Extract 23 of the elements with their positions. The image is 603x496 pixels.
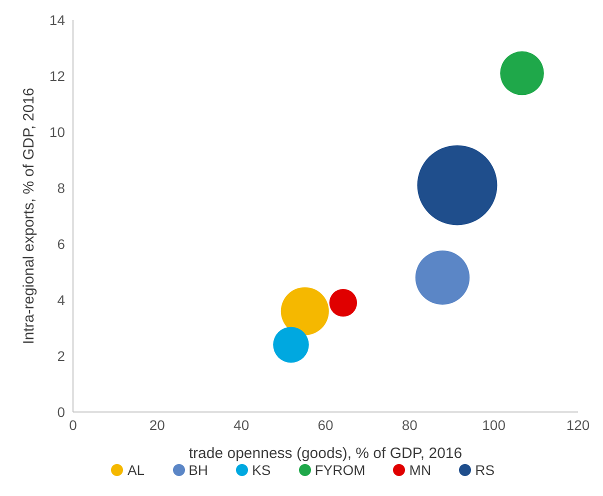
legend-label: BH <box>188 462 208 478</box>
y-tick-label: 6 <box>57 236 66 252</box>
y-axis-title: Intra-regional exports, % of GDP, 2016 <box>20 88 38 344</box>
x-tick-label: 20 <box>149 416 166 433</box>
y-tick-label: 0 <box>57 404 66 420</box>
y-tick-label: 14 <box>49 12 66 28</box>
legend-label: KS <box>251 462 271 478</box>
legend-label: RS <box>474 462 495 478</box>
x-tick-label: 120 <box>566 416 590 433</box>
legend-label: AL <box>126 462 145 478</box>
legend-label: FYROM <box>314 462 366 478</box>
x-tick-label: 100 <box>482 416 506 433</box>
x-tick-label: 80 <box>402 416 418 433</box>
y-tick-label: 12 <box>49 68 66 84</box>
x-axis-title: trade openness (goods), % of GDP, 2016 <box>188 445 462 462</box>
x-tick-label: 60 <box>318 416 334 433</box>
y-tick-label: 10 <box>49 124 66 140</box>
x-tick-label: 0 <box>69 416 78 433</box>
y-tick-label: 4 <box>57 292 66 308</box>
y-tick-label: 2 <box>57 348 66 364</box>
x-tick-label: 40 <box>234 416 250 433</box>
y-tick-label: 8 <box>57 180 66 196</box>
legend-label: MN <box>408 462 432 478</box>
